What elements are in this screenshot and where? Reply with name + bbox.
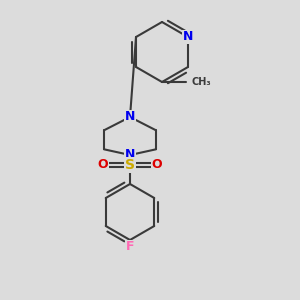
Text: S: S — [125, 158, 135, 172]
Text: CH₃: CH₃ — [191, 77, 211, 87]
Text: O: O — [98, 158, 108, 172]
Text: N: N — [125, 148, 135, 161]
Text: O: O — [152, 158, 162, 172]
Text: N: N — [183, 31, 193, 44]
Text: N: N — [125, 110, 135, 124]
Text: F: F — [126, 241, 134, 254]
